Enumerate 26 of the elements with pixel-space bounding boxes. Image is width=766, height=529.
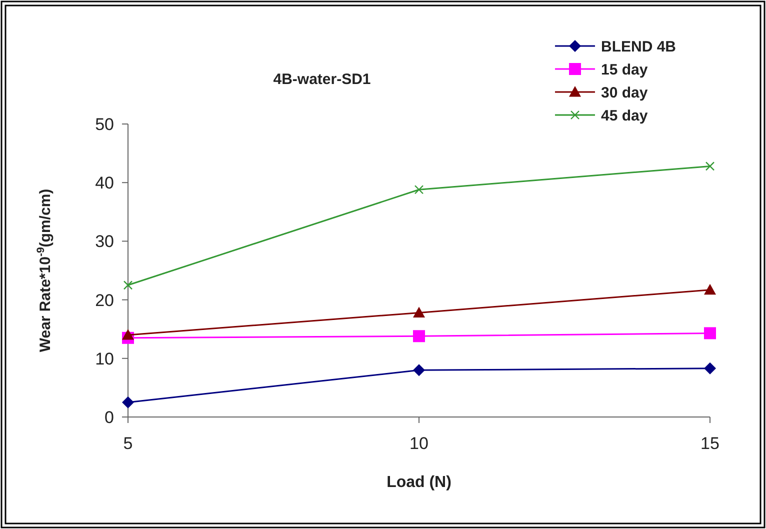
x-tick-label: 10 — [410, 434, 428, 453]
point — [705, 162, 715, 171]
point — [122, 396, 134, 408]
x-tick-label: 5 — [123, 434, 133, 453]
x-axis-title: Load (N) — [386, 474, 452, 491]
point — [704, 284, 716, 295]
y-tick-label: 50 — [95, 114, 114, 134]
y-tick-label: 30 — [95, 232, 114, 252]
point — [413, 330, 425, 342]
point — [414, 185, 424, 194]
chart-title: 4B-water-SD1 — [273, 71, 371, 88]
x-tick-label: 15 — [700, 434, 720, 453]
point — [413, 306, 425, 318]
legend-label: BLEND 4B — [601, 38, 676, 56]
y-tick-label: 0 — [104, 408, 114, 427]
y-tick-label: 10 — [95, 349, 114, 368]
y-tick-label: 40 — [95, 174, 114, 193]
legend-label: 45 day — [601, 107, 648, 124]
point — [704, 327, 716, 340]
point — [123, 280, 133, 290]
legend-label: 30 day — [601, 84, 648, 102]
legend-label: 15 day — [601, 61, 648, 78]
point — [704, 362, 716, 374]
point — [122, 328, 134, 340]
y-tick-label: 20 — [95, 290, 114, 310]
point — [413, 364, 425, 376]
